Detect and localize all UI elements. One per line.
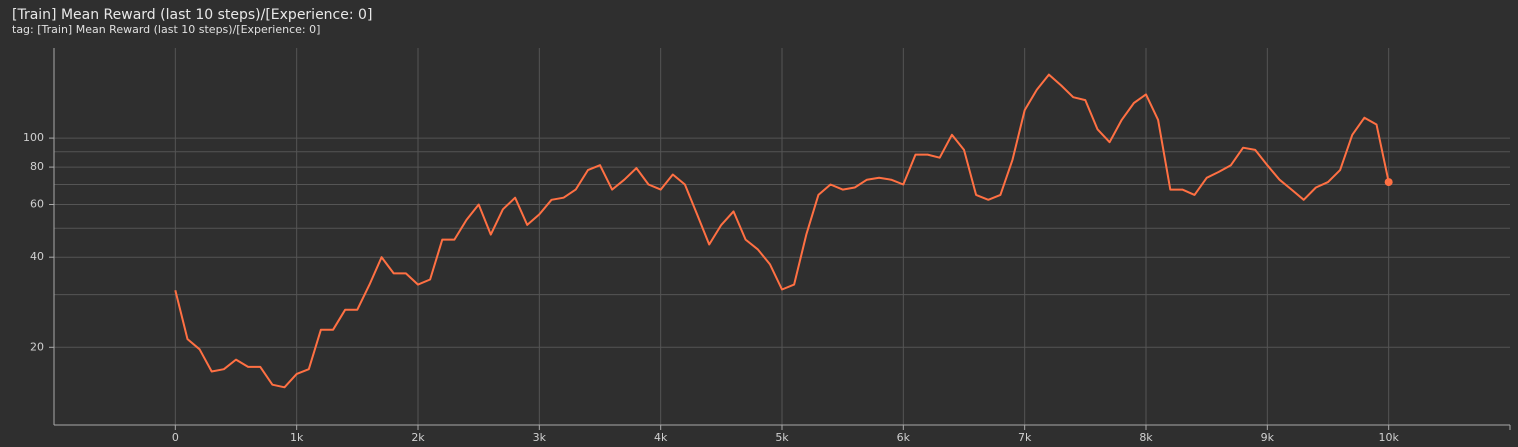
data-line: [174, 73, 1390, 389]
x-tick-label: 1k: [290, 431, 304, 444]
y-tick-label: 40: [30, 250, 44, 263]
y-tick-label: 20: [30, 340, 44, 353]
x-tick-label: 0: [172, 431, 179, 444]
y-tick-label: 80: [30, 160, 44, 173]
end-point: [1384, 178, 1393, 187]
x-tick-label: 4k: [654, 431, 668, 444]
chart-title: [Train] Mean Reward (last 10 steps)/[Exp…: [12, 7, 372, 23]
x-tick-label: 5k: [775, 431, 789, 444]
x-tick-label: 6k: [897, 431, 911, 444]
x-tick-label: 10k: [1378, 431, 1399, 444]
y-tick-label: 60: [30, 197, 44, 210]
x-tick-label: 8k: [1139, 431, 1153, 444]
y-tick-label: 100: [23, 131, 44, 144]
x-tick-label: 2k: [411, 431, 425, 444]
x-tick-label: 7k: [1018, 431, 1032, 444]
x-tick-label: 3k: [533, 431, 547, 444]
chart-subtitle: tag: [Train] Mean Reward (last 10 steps)…: [12, 23, 320, 36]
x-tick-label: 9k: [1261, 431, 1275, 444]
